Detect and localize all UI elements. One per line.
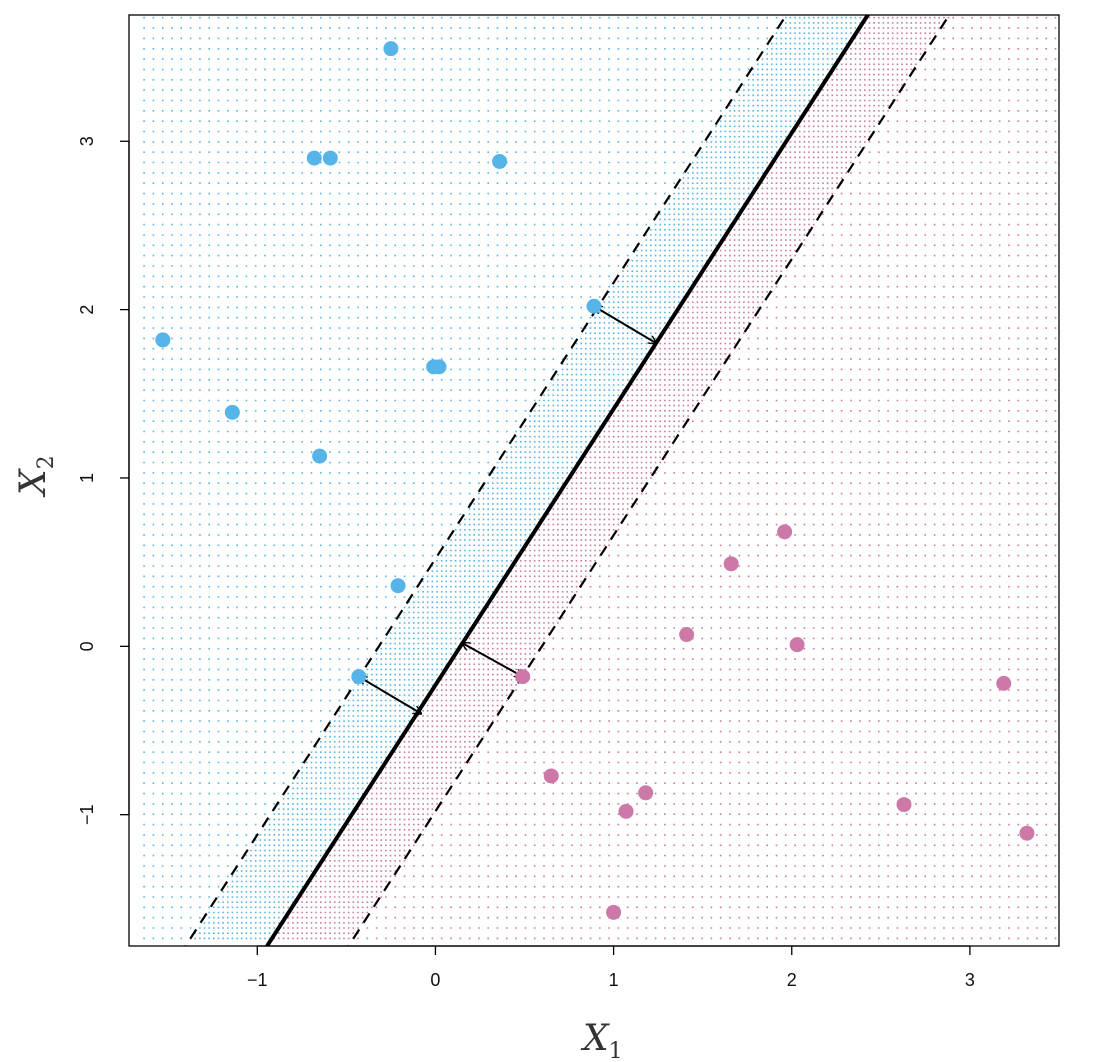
pink-point-3 bbox=[679, 627, 695, 643]
blue-point-10 bbox=[312, 448, 328, 464]
blue-point-9 bbox=[224, 404, 240, 420]
margin-arrow-2 bbox=[359, 677, 421, 714]
blue-point-8 bbox=[431, 359, 447, 375]
y-tick-label: 1 bbox=[77, 473, 97, 483]
x-tick-label: −1 bbox=[247, 970, 268, 990]
pink-point-7 bbox=[543, 768, 559, 784]
x-axis-title: X1 bbox=[580, 1018, 623, 1062]
decision-boundaries bbox=[184, 15, 951, 946]
blue-point-1 bbox=[383, 41, 399, 57]
pink-point-1 bbox=[777, 524, 793, 540]
blue-region-dots bbox=[143, 16, 866, 940]
blue-point-6 bbox=[155, 332, 171, 348]
x-tick-label: 0 bbox=[430, 970, 440, 990]
separating-hyperplane bbox=[264, 15, 871, 946]
blue-point-5 bbox=[586, 298, 602, 314]
pink-point-2 bbox=[723, 556, 739, 572]
pink-point-12 bbox=[606, 904, 622, 920]
margin-arrow-1 bbox=[594, 306, 656, 343]
pink-point-11 bbox=[1019, 825, 1035, 841]
pink-point-9 bbox=[618, 803, 634, 819]
y-tick-label: −1 bbox=[77, 804, 97, 825]
pink-point-6 bbox=[996, 675, 1012, 691]
y-axis: −1 0 1 2 3 bbox=[77, 136, 130, 825]
blue-point-11 bbox=[390, 578, 406, 594]
blue-point-3 bbox=[322, 150, 338, 166]
x-tick-label: 1 bbox=[609, 970, 619, 990]
y-tick-label: 0 bbox=[77, 641, 97, 651]
region-shading-grid bbox=[143, 16, 1057, 940]
margin-arrows bbox=[359, 306, 657, 713]
blue-point-4 bbox=[492, 153, 508, 169]
blue-point-12 bbox=[351, 669, 367, 685]
x-tick-label: 3 bbox=[965, 970, 975, 990]
margin-arrow-3 bbox=[462, 643, 523, 677]
data-points bbox=[155, 41, 1035, 920]
pink-point-8 bbox=[638, 785, 654, 801]
pink-point-10 bbox=[896, 797, 912, 813]
y-tick-label: 3 bbox=[77, 136, 97, 146]
y-tick-label: 2 bbox=[77, 305, 97, 315]
pink-region-dots bbox=[273, 16, 1057, 940]
margin-line-lower bbox=[347, 15, 951, 946]
pink-point-5 bbox=[515, 669, 531, 685]
x-axis: −1 0 1 2 3 bbox=[247, 945, 975, 990]
plot-frame bbox=[128, 14, 1060, 947]
y-axis-title: X2 bbox=[13, 455, 59, 498]
x-tick-label: 2 bbox=[787, 970, 797, 990]
blue-point-2 bbox=[306, 150, 322, 166]
margin-line-upper bbox=[184, 15, 788, 946]
pink-point-4 bbox=[789, 637, 805, 653]
